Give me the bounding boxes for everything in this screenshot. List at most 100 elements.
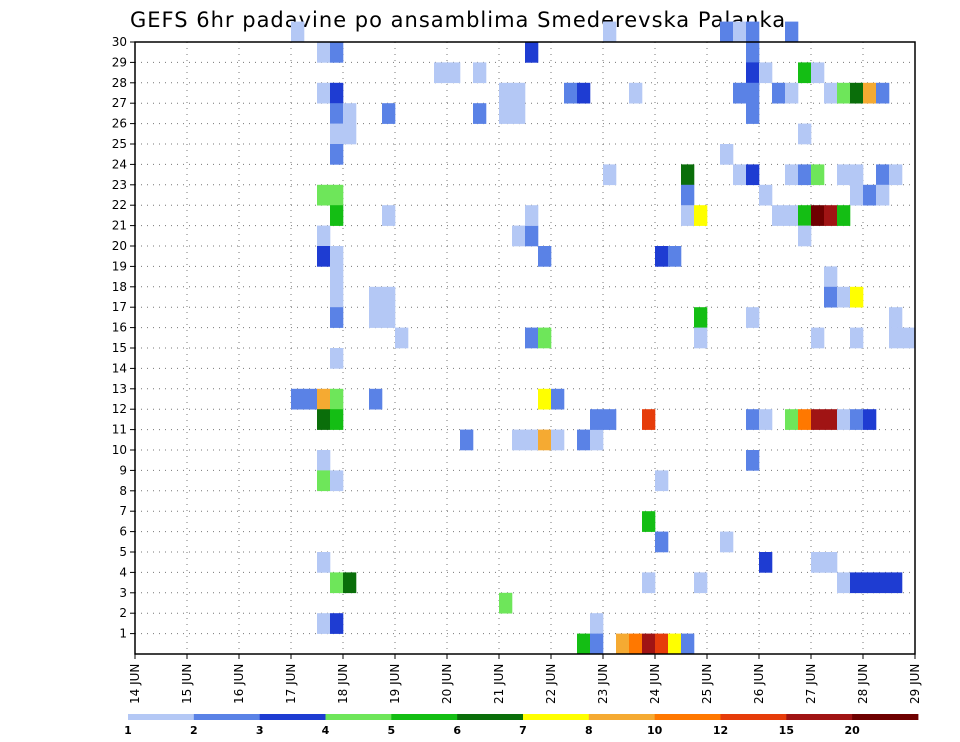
color-bar-segment [786, 714, 853, 720]
heatmap-cell [382, 205, 396, 226]
heatmap-cell [642, 409, 656, 430]
heatmap-cell [746, 82, 760, 104]
heatmap-cell [798, 164, 812, 186]
heatmap-cell [473, 103, 487, 124]
heatmap-cell [291, 388, 305, 410]
heatmap-cell [590, 429, 604, 451]
heatmap-cell [317, 388, 331, 410]
heatmap-cell [798, 409, 812, 430]
heatmap-cell [681, 184, 695, 206]
heatmap-cell [759, 552, 773, 573]
x-tick-label: 29 JUN [908, 664, 922, 704]
heatmap-cell [824, 409, 838, 430]
heatmap-cell [512, 429, 526, 451]
heatmap-cell [343, 123, 357, 145]
y-tick-label: 28 [112, 76, 127, 90]
y-tick-label: 19 [112, 259, 127, 273]
heatmap-cell [694, 307, 708, 328]
x-tick-label: 25 JUN [700, 664, 714, 704]
heatmap-cell [811, 409, 825, 430]
heatmap-cell [369, 307, 383, 328]
heatmap-cell [330, 123, 344, 145]
heatmap-cell [863, 82, 877, 104]
heatmap-cell [746, 450, 760, 471]
heatmap-cell [512, 103, 526, 124]
heatmap-cell [746, 21, 760, 43]
color-bar-segment [852, 714, 919, 720]
color-bar-segment [259, 714, 326, 720]
heatmap-cell [512, 225, 526, 247]
x-tick-label: 16 JUN [232, 664, 246, 704]
heatmap-cell [525, 327, 539, 349]
y-tick-label: 24 [112, 157, 127, 171]
y-axis: 1234567891011121314151617181920212223242… [112, 35, 135, 641]
heatmap-cell [798, 205, 812, 226]
heatmap-cell [603, 164, 617, 186]
heatmap-cell [889, 164, 903, 186]
heatmap-cell [694, 205, 708, 226]
heatmap-cell [538, 429, 552, 451]
heatmap-cell [694, 572, 708, 594]
x-tick-label: 15 JUN [180, 664, 194, 704]
heatmap-cell [577, 429, 591, 451]
heatmap-cell [330, 205, 344, 226]
y-tick-label: 11 [112, 423, 127, 437]
heatmap-cell [681, 205, 695, 226]
heatmap-cell [824, 552, 838, 573]
heatmap-cell [330, 613, 344, 634]
heatmap-cell [798, 225, 812, 247]
heatmap-cell [447, 62, 461, 84]
color-bar-label: 1 [124, 724, 132, 737]
heatmap-cell [720, 144, 734, 165]
heatmap-cell [863, 184, 877, 206]
heatmap-cell [746, 62, 760, 84]
y-tick-label: 17 [112, 300, 127, 314]
x-tick-label: 19 JUN [388, 664, 402, 704]
heatmap-cell [330, 470, 344, 492]
heatmap-cell [759, 184, 773, 206]
heatmap-cell [850, 164, 864, 186]
heatmap-cell [616, 633, 630, 655]
y-tick-label: 15 [112, 341, 127, 355]
heatmap-cell [746, 307, 760, 328]
heatmap-cell [876, 184, 890, 206]
x-tick-label: 26 JUN [752, 664, 766, 704]
color-bar-label: 4 [322, 724, 330, 737]
heatmap-cell [499, 103, 513, 124]
x-tick-label: 23 JUN [596, 664, 610, 704]
color-bar-segment [720, 714, 787, 720]
heatmap-cell [538, 327, 552, 349]
heatmap-cell [642, 572, 656, 594]
heatmap-cell [811, 62, 825, 84]
color-bar-label: 5 [388, 724, 396, 737]
y-tick-label: 20 [112, 239, 127, 253]
heatmap-cell [889, 327, 903, 349]
y-tick-label: 30 [112, 35, 127, 49]
y-tick-label: 12 [112, 402, 127, 416]
x-tick-label: 20 JUN [440, 664, 454, 704]
heatmap-cell [811, 205, 825, 226]
heatmap-cell [577, 82, 591, 104]
color-bar-segment [391, 714, 458, 720]
heatmap-cell [304, 388, 318, 410]
heatmap-cell [343, 103, 357, 124]
color-bar-segment [457, 714, 524, 720]
y-tick-label: 25 [112, 137, 127, 151]
heatmap-cell [317, 613, 331, 634]
heatmap-cell [837, 572, 851, 594]
heatmap-cell [863, 572, 877, 594]
y-tick-label: 23 [112, 178, 127, 192]
y-tick-label: 1 [119, 627, 127, 641]
color-bar-label: 8 [585, 724, 593, 737]
heatmap-cell [590, 613, 604, 634]
heatmap-cell [538, 246, 552, 267]
heatmap-cell [317, 470, 331, 492]
y-tick-label: 3 [119, 586, 127, 600]
color-bar-segment [654, 714, 721, 720]
heatmap-cell [733, 82, 747, 104]
heatmap-cell [759, 62, 773, 84]
heatmap-cell [811, 164, 825, 186]
heatmap-cell [642, 511, 656, 532]
x-tick-label: 14 JUN [128, 664, 142, 704]
heatmap-cell [382, 103, 396, 124]
